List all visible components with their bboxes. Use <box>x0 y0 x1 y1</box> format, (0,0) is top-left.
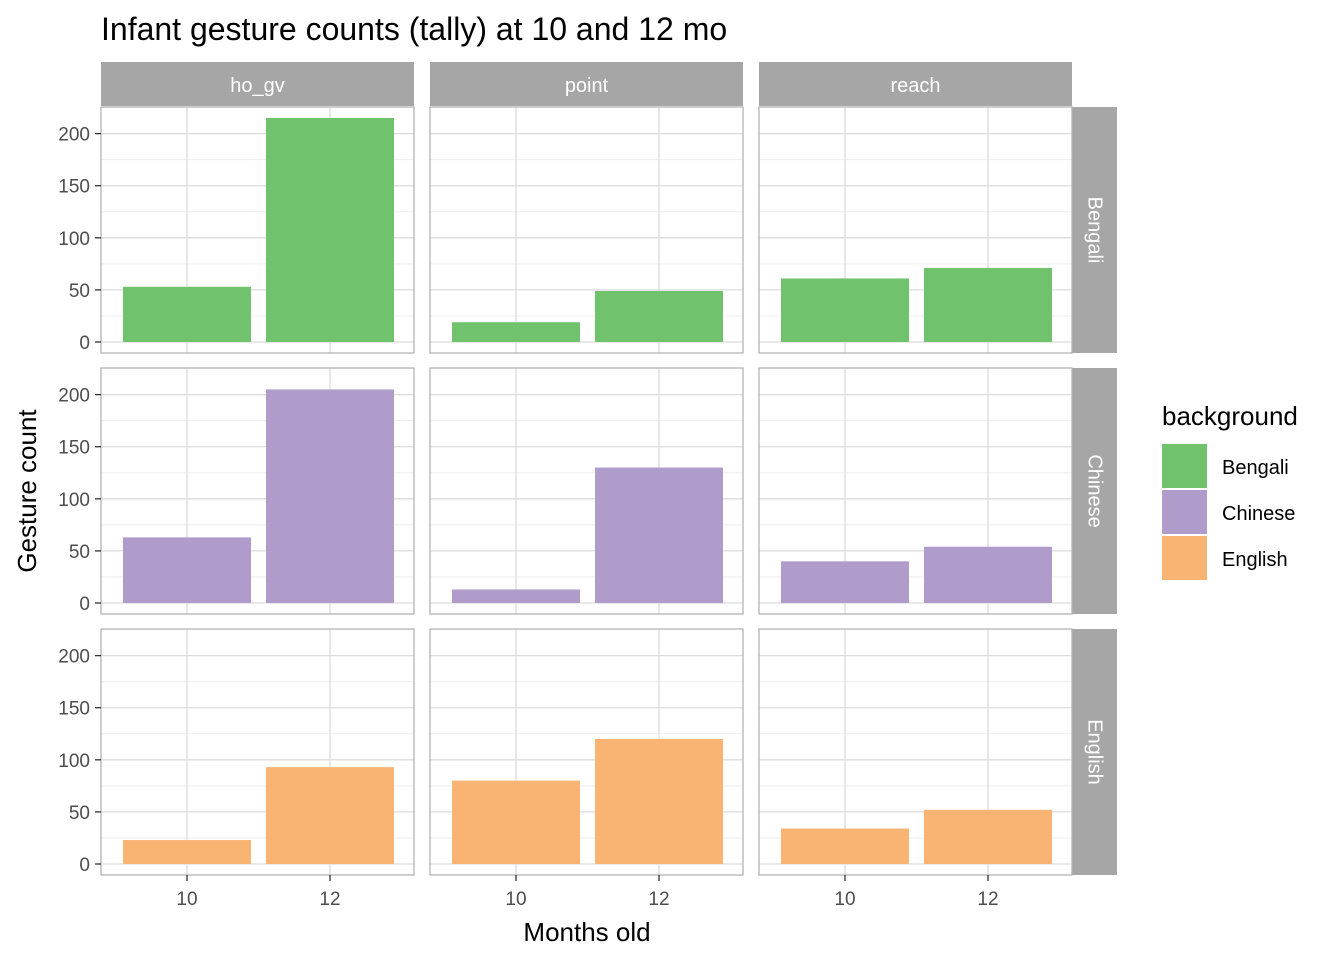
y-tick-label: 200 <box>58 647 90 668</box>
y-tick-label: 0 <box>79 855 90 876</box>
y-tick-label: 0 <box>79 594 90 615</box>
bar-english-point-10 <box>452 780 580 864</box>
facet-strip-english <box>1072 629 1117 875</box>
chart-title: Infant gesture counts (tally) at 10 and … <box>101 11 727 47</box>
bar-bengali-reach-12 <box>924 268 1052 342</box>
x-tick-label: 10 <box>176 889 197 910</box>
bar-english-reach-12 <box>924 809 1052 864</box>
y-tick-label: 150 <box>58 438 90 459</box>
panel-chinese-point <box>429 367 744 615</box>
facet-strip-chinese <box>1072 368 1117 614</box>
legend-title: background <box>1162 401 1298 431</box>
panel-english-point <box>429 628 744 876</box>
facet-strip-label: English <box>1084 719 1106 785</box>
bar-english-ho_gv-10 <box>123 840 251 864</box>
legend-label-english: English <box>1222 549 1288 571</box>
x-tick-label: 10 <box>834 889 855 910</box>
bar-chinese-reach-12 <box>924 546 1052 603</box>
facet-strip-bengali <box>1072 107 1117 353</box>
panel-english-ho_gv <box>100 628 415 876</box>
x-tick-label: 10 <box>505 889 526 910</box>
bar-bengali-point-12 <box>595 290 723 342</box>
bar-chinese-point-10 <box>452 589 580 603</box>
panel-bengali-ho_gv <box>100 106 415 354</box>
panel-english-reach <box>758 628 1073 876</box>
facet-strip-label: Chinese <box>1084 454 1106 527</box>
panel-bengali-reach <box>758 106 1073 354</box>
bar-bengali-point-10 <box>452 322 580 342</box>
panel-border <box>758 106 1073 354</box>
legend-label-bengali: Bengali <box>1222 457 1289 479</box>
y-tick-label: 50 <box>69 542 90 563</box>
facet-strip-point <box>430 62 743 106</box>
bar-english-point-12 <box>595 738 723 864</box>
bar-english-reach-10 <box>781 828 909 864</box>
bar-bengali-ho_gv-12 <box>266 118 394 342</box>
y-tick-label: 0 <box>79 333 90 354</box>
panel-border <box>100 367 415 615</box>
x-tick-label: 12 <box>319 889 340 910</box>
panel-border <box>758 367 1073 615</box>
facet-strip-label: ho_gv <box>230 75 285 97</box>
y-tick-label: 200 <box>58 386 90 407</box>
panel-border <box>429 367 744 615</box>
legend-swatch-chinese <box>1162 490 1207 534</box>
y-axis-label: Gesture count <box>12 409 42 573</box>
y-tick-label: 100 <box>58 229 90 250</box>
panel-bengali-point <box>429 106 744 354</box>
panel-border <box>100 628 415 876</box>
facet-strip-reach <box>759 62 1072 106</box>
y-tick-label: 50 <box>69 281 90 302</box>
facet-strip-label: point <box>565 75 609 97</box>
bar-bengali-ho_gv-10 <box>123 286 251 342</box>
panel-border <box>429 628 744 876</box>
panel-border <box>100 106 415 354</box>
bar-english-ho_gv-12 <box>266 767 394 864</box>
panel-chinese-reach <box>758 367 1073 615</box>
x-tick-label: 12 <box>648 889 669 910</box>
panel-border <box>429 106 744 354</box>
y-tick-label: 50 <box>69 803 90 824</box>
legend-swatch-english <box>1162 536 1207 580</box>
y-tick-label: 200 <box>58 125 90 146</box>
bar-chinese-ho_gv-12 <box>266 389 394 603</box>
facet-strip-label: reach <box>890 75 940 97</box>
panel-border <box>758 628 1073 876</box>
panel-chinese-ho_gv <box>100 367 415 615</box>
y-tick-label: 150 <box>58 699 90 720</box>
x-tick-label: 12 <box>977 889 998 910</box>
bar-chinese-point-12 <box>595 467 723 603</box>
y-tick-label: 150 <box>58 177 90 198</box>
y-tick-label: 100 <box>58 751 90 772</box>
x-axis-label: Months old <box>523 917 650 947</box>
bar-chinese-reach-10 <box>781 561 909 603</box>
legend-label-chinese: Chinese <box>1222 503 1295 525</box>
y-tick-label: 100 <box>58 490 90 511</box>
facet-strip-label: Bengali <box>1084 197 1106 264</box>
bar-bengali-reach-10 <box>781 278 909 342</box>
facet-strip-ho_gv <box>101 62 414 106</box>
legend-swatch-bengali <box>1162 444 1207 488</box>
bar-chinese-ho_gv-10 <box>123 537 251 603</box>
